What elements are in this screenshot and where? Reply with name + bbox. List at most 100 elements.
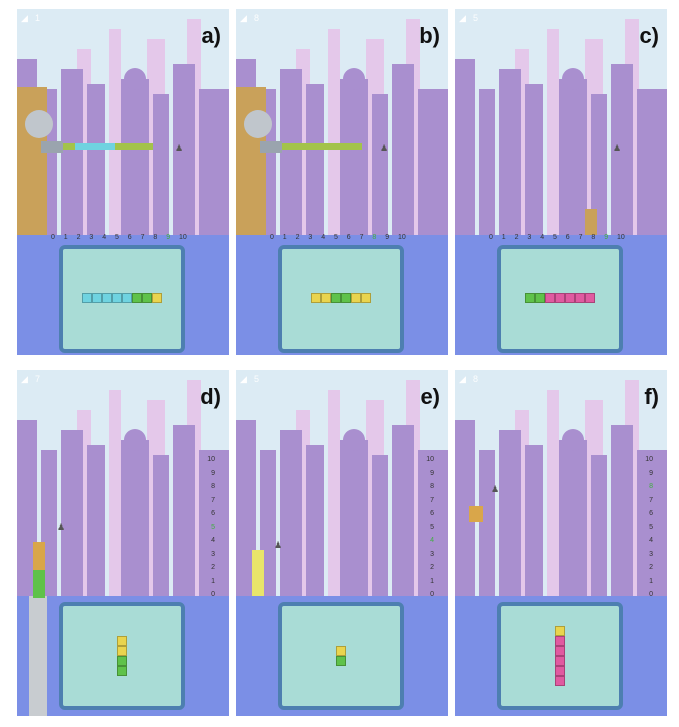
tick-label: 1	[63, 234, 68, 241]
small-robot	[585, 209, 597, 235]
robot-head-icon: ◢	[240, 374, 247, 385]
game-panel-f: ♟ ◢ 8 f) 10 9 8 7 6 5 4 3 2 1 0	[455, 370, 667, 716]
tick-label: 1	[282, 234, 287, 241]
tick-label: 4	[321, 234, 326, 241]
tick-label: 3	[527, 234, 532, 241]
game-panel-e: ♟ ◢ 5 e) 10 9 8 7 6 5 4 3 2 1 0	[236, 370, 448, 716]
robot-head-icon: ◢	[459, 374, 466, 385]
tick-label: 3	[211, 550, 215, 558]
yellow-block	[351, 293, 361, 303]
tick-label: 9	[649, 469, 653, 477]
tick-label: 5	[649, 523, 653, 531]
tick-label: 10	[207, 456, 215, 463]
robot-body	[17, 87, 47, 235]
tick-label: 6	[565, 234, 570, 241]
green-block	[117, 666, 127, 676]
panel-label: d)	[200, 384, 221, 409]
cyan-block	[82, 293, 92, 303]
tick-label: 7	[211, 496, 215, 504]
tick-label: 7	[140, 234, 145, 241]
green-block	[132, 293, 142, 303]
block-tray	[59, 245, 185, 353]
tick-label: 5	[211, 523, 215, 531]
tick-label: 6	[430, 510, 434, 517]
tick-label: 1	[649, 577, 653, 585]
block-tray	[59, 602, 185, 710]
pink-block	[555, 666, 565, 676]
green-block	[331, 293, 341, 303]
beam	[282, 143, 362, 150]
yellow-block	[152, 293, 162, 303]
tick-label: 4	[211, 537, 215, 544]
tick-label: 9	[211, 469, 215, 477]
panel-label: b)	[419, 23, 440, 48]
tick-label: 3	[308, 234, 313, 241]
tick-label: 4	[430, 537, 434, 544]
tick-label: 2	[430, 564, 434, 571]
pink-block	[565, 293, 575, 303]
yellow-block	[336, 646, 346, 656]
tick-label: 10	[179, 234, 187, 241]
tick-label: 2	[649, 564, 653, 571]
tick-label: 2	[295, 234, 300, 241]
hud-counter: ◢ 5	[240, 373, 260, 385]
city-skyline-background: ♟	[236, 370, 448, 716]
cyan-block	[112, 293, 122, 303]
city-skyline-background: ♟	[236, 9, 448, 355]
tick-label: 5	[334, 234, 338, 241]
tick-label: 10	[426, 456, 434, 463]
hud-counter: ◢ 7	[21, 373, 41, 385]
panel-label: f)	[644, 384, 659, 409]
block-tray	[278, 245, 404, 353]
pink-block	[555, 636, 565, 646]
tick-label: 7	[578, 234, 583, 241]
robot-head-icon: ◢	[21, 374, 28, 385]
tick-label: 2	[211, 564, 215, 571]
tick-label: 6	[649, 510, 653, 517]
yellow-pillar	[252, 550, 264, 596]
tick-label: 8	[649, 483, 653, 490]
pink-block	[555, 646, 565, 656]
svg-text:♟: ♟	[274, 541, 282, 551]
green-block	[525, 293, 535, 303]
pink-block	[545, 293, 555, 303]
game-panel-b: ♟ ◢ 8 b) 0 1 2 3 4 5 6 7 8 9 10	[236, 9, 448, 355]
panel-label: e)	[420, 384, 440, 409]
small-robot	[469, 506, 483, 522]
tick-label: 8	[591, 234, 596, 241]
tick-label: 2	[514, 234, 519, 241]
tick-label: 1	[430, 577, 434, 585]
tick-label: 1	[211, 577, 215, 585]
tick-label: 3	[649, 550, 653, 558]
tick-label: 5	[430, 523, 434, 531]
tick-label: 4	[540, 234, 545, 241]
cyan-block	[122, 293, 132, 303]
tick-label: 9	[385, 234, 390, 241]
green-block	[535, 293, 545, 303]
tick-label: 0	[489, 234, 493, 241]
game-panel-d: ♟ ◢ 7 d) 10 9 8 7 6 5 4 3 2 1 0	[17, 370, 229, 716]
tick-label: 0	[649, 591, 653, 598]
svg-text:♟: ♟	[57, 523, 65, 533]
green-block	[117, 656, 127, 666]
tick-label: 7	[430, 496, 434, 504]
game-panel-a: ♟ ◢ 1 a) 0 1 2 3 4 5 6 7 8 9 10	[17, 9, 229, 355]
svg-text:♟: ♟	[175, 144, 183, 154]
tick-label: 8	[372, 234, 377, 241]
tick-label: 3	[430, 550, 434, 558]
tick-label: 9	[430, 469, 434, 477]
robot-body	[236, 87, 266, 235]
green-block	[336, 656, 346, 666]
tick-label: 10	[617, 234, 625, 241]
pink-block	[575, 293, 585, 303]
yellow-block	[555, 626, 565, 636]
tick-label: 0	[51, 234, 55, 241]
tick-label: 8	[430, 483, 434, 490]
panel-label: c)	[639, 23, 659, 48]
green-block	[341, 293, 351, 303]
tick-label: 4	[649, 537, 653, 544]
robot-head-icon: ◢	[240, 13, 247, 24]
tick-label: 6	[211, 510, 215, 517]
metal-pole	[29, 596, 47, 716]
hud-counter: ◢ 8	[240, 12, 260, 24]
